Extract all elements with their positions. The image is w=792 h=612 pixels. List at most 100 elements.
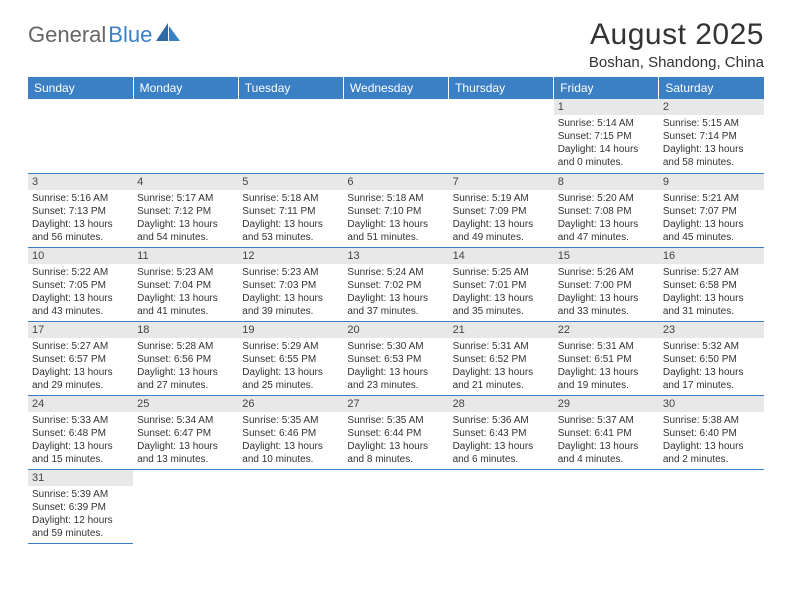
sunset-line: Sunset: 7:11 PM bbox=[242, 205, 339, 218]
sunrise-line: Sunrise: 5:18 AM bbox=[347, 192, 444, 205]
sunrise-line: Sunrise: 5:34 AM bbox=[137, 414, 234, 427]
sunset-line: Sunset: 6:47 PM bbox=[137, 427, 234, 440]
calendar-cell: 16Sunrise: 5:27 AMSunset: 6:58 PMDayligh… bbox=[659, 247, 764, 321]
location: Boshan, Shandong, China bbox=[589, 54, 764, 71]
calendar-cell: 15Sunrise: 5:26 AMSunset: 7:00 PMDayligh… bbox=[554, 247, 659, 321]
calendar-cell: 24Sunrise: 5:33 AMSunset: 6:48 PMDayligh… bbox=[28, 395, 133, 469]
calendar-cell bbox=[133, 99, 238, 173]
daylight-line: Daylight: 13 hours and 17 minutes. bbox=[663, 366, 760, 392]
sunrise-line: Sunrise: 5:20 AM bbox=[558, 192, 655, 205]
calendar-cell bbox=[659, 469, 764, 543]
calendar-cell: 31Sunrise: 5:39 AMSunset: 6:39 PMDayligh… bbox=[28, 469, 133, 543]
calendar-cell: 19Sunrise: 5:29 AMSunset: 6:55 PMDayligh… bbox=[238, 321, 343, 395]
daylight-line: Daylight: 13 hours and 49 minutes. bbox=[453, 218, 550, 244]
day-number: 10 bbox=[28, 248, 133, 264]
calendar-cell: 9Sunrise: 5:21 AMSunset: 7:07 PMDaylight… bbox=[659, 173, 764, 247]
day-number: 8 bbox=[554, 174, 659, 190]
daylight-line: Daylight: 13 hours and 2 minutes. bbox=[663, 440, 760, 466]
sunset-line: Sunset: 6:46 PM bbox=[242, 427, 339, 440]
sunset-line: Sunset: 7:08 PM bbox=[558, 205, 655, 218]
calendar-cell: 2Sunrise: 5:15 AMSunset: 7:14 PMDaylight… bbox=[659, 99, 764, 173]
day-content: Sunrise: 5:35 AMSunset: 6:46 PMDaylight:… bbox=[238, 412, 343, 468]
day-content: Sunrise: 5:17 AMSunset: 7:12 PMDaylight:… bbox=[133, 190, 238, 246]
header: GeneralBlue August 2025 Boshan, Shandong… bbox=[28, 18, 764, 71]
logo: GeneralBlue bbox=[28, 22, 182, 48]
sunrise-line: Sunrise: 5:27 AM bbox=[32, 340, 129, 353]
sunrise-line: Sunrise: 5:18 AM bbox=[242, 192, 339, 205]
day-content: Sunrise: 5:36 AMSunset: 6:43 PMDaylight:… bbox=[449, 412, 554, 468]
month-title: August 2025 bbox=[589, 18, 764, 52]
calendar-cell: 13Sunrise: 5:24 AMSunset: 7:02 PMDayligh… bbox=[343, 247, 448, 321]
calendar-cell: 10Sunrise: 5:22 AMSunset: 7:05 PMDayligh… bbox=[28, 247, 133, 321]
sunrise-line: Sunrise: 5:36 AM bbox=[453, 414, 550, 427]
sunrise-line: Sunrise: 5:31 AM bbox=[558, 340, 655, 353]
calendar-cell: 27Sunrise: 5:35 AMSunset: 6:44 PMDayligh… bbox=[343, 395, 448, 469]
daylight-line: Daylight: 13 hours and 15 minutes. bbox=[32, 440, 129, 466]
day-content: Sunrise: 5:37 AMSunset: 6:41 PMDaylight:… bbox=[554, 412, 659, 468]
sunset-line: Sunset: 7:02 PM bbox=[347, 279, 444, 292]
day-content: Sunrise: 5:28 AMSunset: 6:56 PMDaylight:… bbox=[133, 338, 238, 394]
calendar-cell: 1Sunrise: 5:14 AMSunset: 7:15 PMDaylight… bbox=[554, 99, 659, 173]
calendar-cell: 11Sunrise: 5:23 AMSunset: 7:04 PMDayligh… bbox=[133, 247, 238, 321]
daylight-line: Daylight: 13 hours and 27 minutes. bbox=[137, 366, 234, 392]
daylight-line: Daylight: 13 hours and 29 minutes. bbox=[32, 366, 129, 392]
sunrise-line: Sunrise: 5:39 AM bbox=[32, 488, 129, 501]
sunrise-line: Sunrise: 5:38 AM bbox=[663, 414, 760, 427]
day-number: 16 bbox=[659, 248, 764, 264]
sunset-line: Sunset: 6:51 PM bbox=[558, 353, 655, 366]
weekday-header: Wednesday bbox=[343, 77, 448, 99]
weekday-header: Monday bbox=[133, 77, 238, 99]
sunset-line: Sunset: 6:40 PM bbox=[663, 427, 760, 440]
sunset-line: Sunset: 7:14 PM bbox=[663, 130, 760, 143]
daylight-line: Daylight: 13 hours and 19 minutes. bbox=[558, 366, 655, 392]
day-number: 27 bbox=[343, 396, 448, 412]
day-number: 13 bbox=[343, 248, 448, 264]
sunrise-line: Sunrise: 5:19 AM bbox=[453, 192, 550, 205]
day-content: Sunrise: 5:30 AMSunset: 6:53 PMDaylight:… bbox=[343, 338, 448, 394]
sunrise-line: Sunrise: 5:24 AM bbox=[347, 266, 444, 279]
day-number: 15 bbox=[554, 248, 659, 264]
day-content: Sunrise: 5:38 AMSunset: 6:40 PMDaylight:… bbox=[659, 412, 764, 468]
day-content: Sunrise: 5:33 AMSunset: 6:48 PMDaylight:… bbox=[28, 412, 133, 468]
sunrise-line: Sunrise: 5:23 AM bbox=[242, 266, 339, 279]
day-number: 5 bbox=[238, 174, 343, 190]
daylight-line: Daylight: 13 hours and 43 minutes. bbox=[32, 292, 129, 318]
calendar-cell: 23Sunrise: 5:32 AMSunset: 6:50 PMDayligh… bbox=[659, 321, 764, 395]
day-number: 24 bbox=[28, 396, 133, 412]
sunrise-line: Sunrise: 5:22 AM bbox=[32, 266, 129, 279]
sunset-line: Sunset: 6:56 PM bbox=[137, 353, 234, 366]
daylight-line: Daylight: 14 hours and 0 minutes. bbox=[558, 143, 655, 169]
weekday-header: Thursday bbox=[449, 77, 554, 99]
sunset-line: Sunset: 7:15 PM bbox=[558, 130, 655, 143]
day-number: 2 bbox=[659, 99, 764, 115]
sunrise-line: Sunrise: 5:28 AM bbox=[137, 340, 234, 353]
day-number: 17 bbox=[28, 322, 133, 338]
day-number: 7 bbox=[449, 174, 554, 190]
daylight-line: Daylight: 13 hours and 41 minutes. bbox=[137, 292, 234, 318]
logo-text-1: General bbox=[28, 22, 106, 48]
sunset-line: Sunset: 7:10 PM bbox=[347, 205, 444, 218]
daylight-line: Daylight: 13 hours and 58 minutes. bbox=[663, 143, 760, 169]
day-number: 9 bbox=[659, 174, 764, 190]
day-content: Sunrise: 5:24 AMSunset: 7:02 PMDaylight:… bbox=[343, 264, 448, 320]
day-content: Sunrise: 5:15 AMSunset: 7:14 PMDaylight:… bbox=[659, 115, 764, 171]
daylight-line: Daylight: 13 hours and 25 minutes. bbox=[242, 366, 339, 392]
day-content: Sunrise: 5:23 AMSunset: 7:03 PMDaylight:… bbox=[238, 264, 343, 320]
sunrise-line: Sunrise: 5:15 AM bbox=[663, 117, 760, 130]
day-number: 31 bbox=[28, 470, 133, 486]
daylight-line: Daylight: 13 hours and 37 minutes. bbox=[347, 292, 444, 318]
calendar-row: 3Sunrise: 5:16 AMSunset: 7:13 PMDaylight… bbox=[28, 173, 764, 247]
calendar-cell bbox=[238, 469, 343, 543]
calendar-cell: 12Sunrise: 5:23 AMSunset: 7:03 PMDayligh… bbox=[238, 247, 343, 321]
day-number: 21 bbox=[449, 322, 554, 338]
day-content: Sunrise: 5:21 AMSunset: 7:07 PMDaylight:… bbox=[659, 190, 764, 246]
day-content: Sunrise: 5:22 AMSunset: 7:05 PMDaylight:… bbox=[28, 264, 133, 320]
sunrise-line: Sunrise: 5:35 AM bbox=[347, 414, 444, 427]
calendar-cell: 28Sunrise: 5:36 AMSunset: 6:43 PMDayligh… bbox=[449, 395, 554, 469]
sunrise-line: Sunrise: 5:37 AM bbox=[558, 414, 655, 427]
sunrise-line: Sunrise: 5:32 AM bbox=[663, 340, 760, 353]
calendar-cell: 26Sunrise: 5:35 AMSunset: 6:46 PMDayligh… bbox=[238, 395, 343, 469]
weekday-row: Sunday Monday Tuesday Wednesday Thursday… bbox=[28, 77, 764, 99]
daylight-line: Daylight: 13 hours and 39 minutes. bbox=[242, 292, 339, 318]
sunrise-line: Sunrise: 5:29 AM bbox=[242, 340, 339, 353]
